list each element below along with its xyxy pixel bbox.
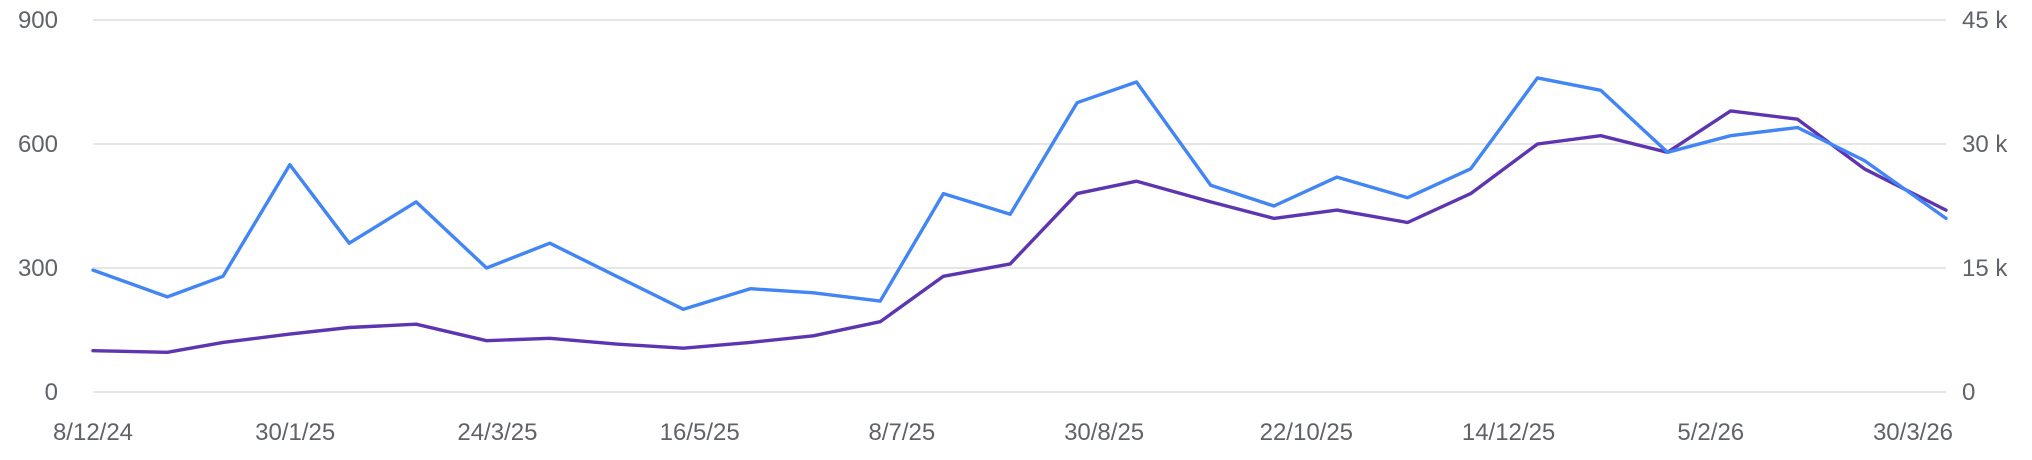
x-axis-ticks: 8/12/24 30/1/25 24/3/25 16/5/25 8/7/25 30/8/2… — [53, 419, 1953, 446]
left-tick-label: 0 — [45, 379, 58, 406]
right-tick-label: 0 — [1962, 379, 1975, 406]
left-tick-label: 300 — [18, 255, 58, 282]
x-tick-label: 24/3/25 — [457, 419, 537, 446]
x-tick-label: 8/12/24 — [53, 419, 133, 446]
x-tick-label: 5/2/26 — [1677, 419, 1744, 446]
series-line-left-axis — [91, 76, 1948, 311]
right-tick-label: 30 k — [1962, 131, 2008, 158]
x-tick-label: 30/3/26 — [1873, 419, 1953, 446]
x-tick-label: 14/12/25 — [1462, 419, 1555, 446]
right-tick-label: 15 k — [1962, 255, 2008, 282]
gridlines — [93, 19, 1946, 393]
left-tick-label: 600 — [18, 131, 58, 158]
x-tick-label: 16/5/25 — [660, 419, 740, 446]
x-tick-label: 30/8/25 — [1064, 419, 1144, 446]
left-tick-label: 900 — [18, 7, 58, 34]
right-axis-ticks: 0 15 k 30 k 45 k — [1962, 7, 2008, 406]
right-tick-label: 45 k — [1962, 7, 2008, 34]
series-line-right-axis — [91, 109, 1948, 354]
x-tick-label: 8/7/25 — [869, 419, 936, 446]
left-axis-ticks: 0 300 600 900 — [18, 7, 58, 406]
series-layer — [91, 76, 1948, 354]
x-tick-label: 22/10/25 — [1260, 419, 1353, 446]
x-tick-label: 30/1/25 — [255, 419, 335, 446]
